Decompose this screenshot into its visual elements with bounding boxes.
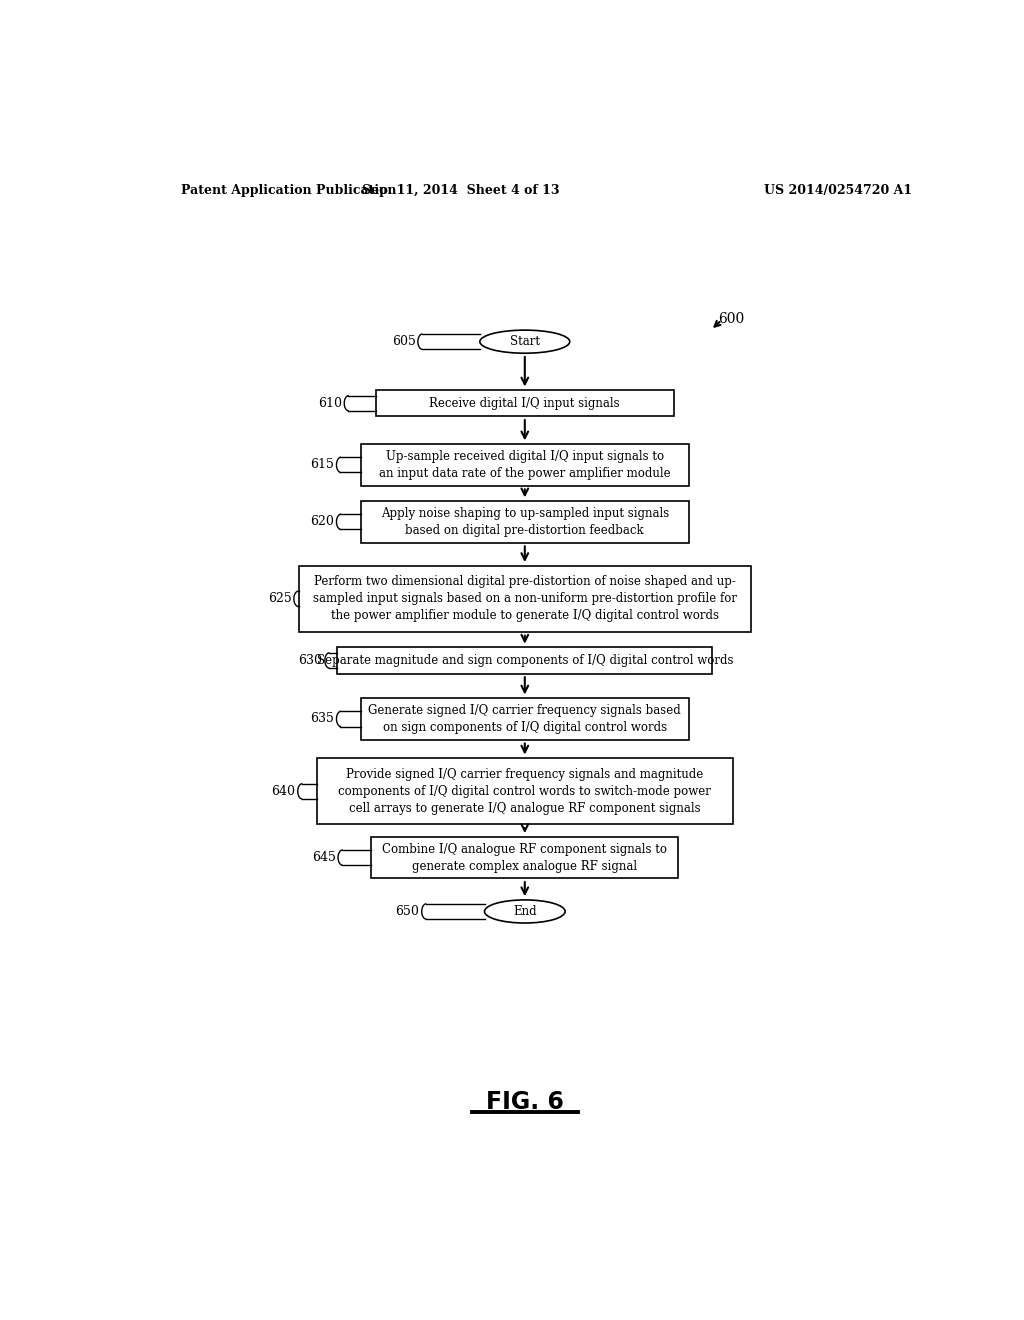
Text: 620: 620 — [310, 515, 334, 528]
Text: US 2014/0254720 A1: US 2014/0254720 A1 — [764, 185, 911, 197]
Bar — [299, 566, 751, 632]
Text: 605: 605 — [391, 335, 416, 348]
Bar — [360, 698, 689, 739]
Ellipse shape — [480, 330, 569, 354]
Text: Receive digital I/Q input signals: Receive digital I/Q input signals — [429, 397, 621, 409]
Text: 610: 610 — [317, 397, 342, 409]
Ellipse shape — [484, 900, 565, 923]
Text: 625: 625 — [267, 593, 292, 606]
Bar — [360, 502, 689, 543]
Bar — [372, 837, 678, 878]
Bar — [337, 647, 713, 673]
Bar — [360, 444, 689, 486]
Text: Sep. 11, 2014  Sheet 4 of 13: Sep. 11, 2014 Sheet 4 of 13 — [362, 185, 560, 197]
Text: Provide signed I/Q carrier frequency signals and magnitude
components of I/Q dig: Provide signed I/Q carrier frequency sig… — [338, 768, 712, 814]
Text: Separate magnitude and sign components of I/Q digital control words: Separate magnitude and sign components o… — [316, 653, 733, 667]
Text: End: End — [513, 906, 537, 917]
Text: 635: 635 — [310, 713, 334, 726]
Text: Up-sample received digital I/Q input signals to
an input data rate of the power : Up-sample received digital I/Q input sig… — [379, 450, 671, 480]
Text: FIG. 6: FIG. 6 — [485, 1089, 564, 1114]
Text: 600: 600 — [719, 312, 744, 326]
Bar — [317, 758, 732, 825]
Bar — [376, 391, 674, 416]
Text: 640: 640 — [271, 785, 295, 797]
Text: Generate signed I/Q carrier frequency signals based
on sign components of I/Q di: Generate signed I/Q carrier frequency si… — [369, 704, 681, 734]
Text: Apply noise shaping to up-sampled input signals
based on digital pre-distortion : Apply noise shaping to up-sampled input … — [381, 507, 669, 537]
Text: 615: 615 — [310, 458, 334, 471]
Text: Perform two dimensional digital pre-distortion of noise shaped and up-
sampled i: Perform two dimensional digital pre-dist… — [312, 576, 737, 622]
Text: Patent Application Publication: Patent Application Publication — [180, 185, 396, 197]
Text: 630: 630 — [299, 653, 323, 667]
Text: 645: 645 — [312, 851, 336, 865]
Text: Start: Start — [510, 335, 540, 348]
Text: Combine I/Q analogue RF component signals to
generate complex analogue RF signal: Combine I/Q analogue RF component signal… — [382, 842, 668, 873]
Text: 650: 650 — [395, 906, 420, 917]
